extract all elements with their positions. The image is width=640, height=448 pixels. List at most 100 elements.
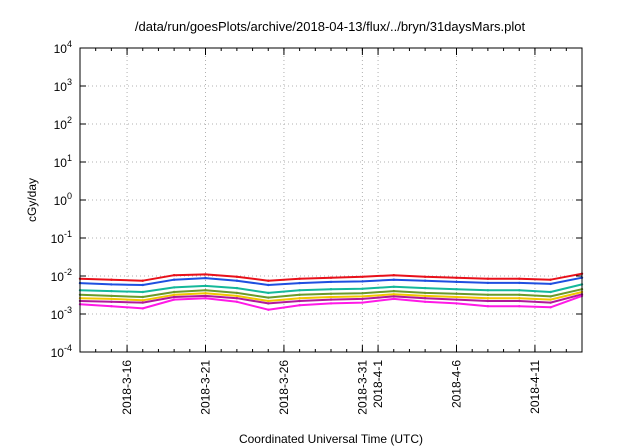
x-tick-label: 2018-3-21 xyxy=(199,360,213,415)
series-point xyxy=(141,307,144,310)
series-point xyxy=(329,292,333,295)
series-point xyxy=(298,281,301,285)
y-tick-label: 10-1 xyxy=(51,229,72,246)
series-point xyxy=(141,299,144,302)
series-point xyxy=(518,281,521,285)
series-point xyxy=(486,281,490,285)
series-point xyxy=(455,276,458,279)
series-point xyxy=(141,301,144,304)
x-tick-label: 2018-4-6 xyxy=(450,360,464,408)
y-tick-label: 10-4 xyxy=(51,343,72,360)
series-point xyxy=(361,280,364,283)
series-point xyxy=(455,292,458,295)
series-point xyxy=(110,289,113,293)
series-point xyxy=(172,290,176,294)
series-point xyxy=(110,297,113,301)
series-point xyxy=(172,298,176,301)
series-point xyxy=(267,291,270,295)
series-point xyxy=(423,291,427,295)
series-point xyxy=(204,294,207,298)
series-point xyxy=(423,279,427,282)
series-point xyxy=(110,294,113,298)
grid xyxy=(80,48,582,352)
series-point xyxy=(518,277,521,280)
series-point xyxy=(235,291,239,295)
series-point xyxy=(329,280,333,284)
chart-title: /data/run/goesPlots/archive/2018-04-13/f… xyxy=(135,19,526,34)
series-point xyxy=(423,297,427,300)
series-point xyxy=(455,280,458,284)
series-point xyxy=(204,276,207,280)
series-point xyxy=(329,298,333,301)
series-point xyxy=(110,283,113,286)
series-point xyxy=(549,295,552,298)
series-point xyxy=(204,284,207,288)
series-point xyxy=(392,278,395,281)
series-point xyxy=(204,297,207,300)
series-point xyxy=(204,289,207,292)
y-tick-label: 10-3 xyxy=(51,305,72,322)
y-tick-label: 10-2 xyxy=(51,267,72,284)
series-point xyxy=(518,293,521,296)
series-point xyxy=(392,293,395,296)
series-point xyxy=(549,290,552,294)
x-tick-label: 2018-3-26 xyxy=(277,360,291,415)
series-point xyxy=(423,275,427,278)
series-point xyxy=(361,275,364,278)
series-point xyxy=(267,308,270,311)
series-point xyxy=(141,290,144,294)
series-point xyxy=(110,305,113,308)
series-point xyxy=(267,299,270,303)
series-point xyxy=(361,297,364,301)
series-point xyxy=(235,300,239,303)
series-point xyxy=(423,300,427,303)
series-point xyxy=(235,297,239,300)
series-point xyxy=(298,297,301,300)
series-point xyxy=(392,297,395,301)
series-point xyxy=(518,305,521,308)
series-point xyxy=(204,292,207,295)
x-tick-label: 2018-4-11 xyxy=(528,360,542,414)
series-point xyxy=(298,289,301,292)
series-point xyxy=(235,279,239,282)
series-point xyxy=(455,295,458,299)
series-point xyxy=(549,306,552,309)
series-point xyxy=(172,293,176,296)
x-axis-label: Coordinated Universal Time (UTC) xyxy=(239,432,423,446)
series-point xyxy=(549,282,552,286)
series-point xyxy=(204,273,207,276)
series-point xyxy=(486,277,490,280)
series-point xyxy=(486,299,490,303)
x-tick-label: 2018-3-16 xyxy=(120,360,134,415)
series-point xyxy=(172,295,176,299)
y-axis-label: cGy/day xyxy=(25,178,39,222)
series-point xyxy=(392,289,395,293)
series-point xyxy=(486,293,490,296)
series-point xyxy=(141,279,144,282)
series-point xyxy=(267,283,270,287)
series-point xyxy=(486,305,490,308)
series-point xyxy=(392,295,395,298)
series-point xyxy=(298,304,301,307)
series-point xyxy=(455,302,458,305)
series-point xyxy=(235,286,239,290)
y-tick-label: 101 xyxy=(54,153,72,170)
series-point xyxy=(549,301,552,304)
series-point xyxy=(267,296,270,299)
series-point xyxy=(361,287,364,290)
series-point xyxy=(267,279,270,282)
series-point xyxy=(329,295,333,299)
x-axis: 2018-3-16 2018-3-21 2018-3-26 2018-3-31 2018… xyxy=(79,48,583,415)
series-point xyxy=(329,302,333,305)
series-point xyxy=(235,275,239,278)
series-point xyxy=(172,278,176,281)
series-point xyxy=(235,294,239,298)
series-point xyxy=(298,299,301,303)
series-point xyxy=(518,289,521,292)
series-point xyxy=(423,286,427,290)
series-point xyxy=(361,292,364,295)
series-point xyxy=(267,302,270,305)
y-tick-label: 104 xyxy=(54,39,72,56)
series-point xyxy=(361,301,364,304)
